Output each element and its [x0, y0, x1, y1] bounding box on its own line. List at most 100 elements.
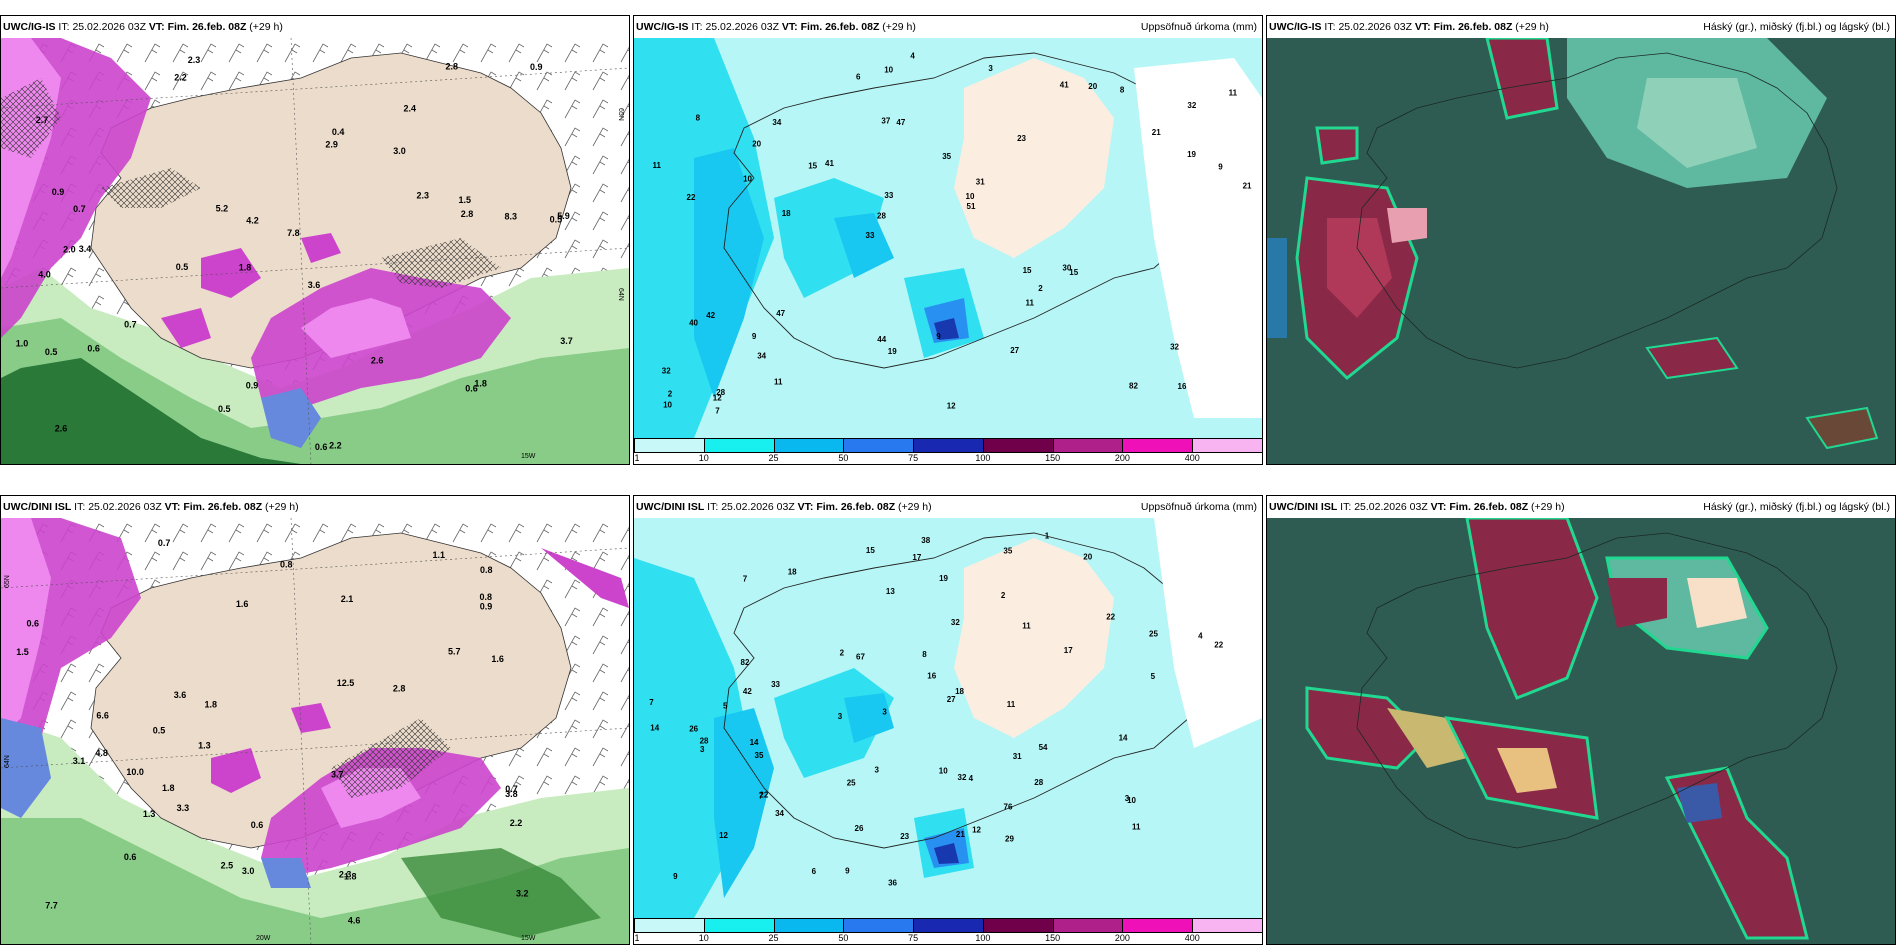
precip-value-label: 31: [976, 178, 985, 187]
precip-value-label: 31: [1013, 752, 1022, 761]
precip-value-label: 12: [719, 831, 728, 840]
colorbar-segment: [1122, 918, 1194, 933]
map-accumulated-precip: 1622323323283735424132344731158102115192…: [634, 38, 1262, 438]
model-name: UWC/IG-IS: [3, 21, 56, 33]
precip-value-label: 18: [788, 567, 797, 576]
panel-title: Uppsöfnuð úrkoma (mm): [1140, 501, 1257, 513]
precip-value-label: 33: [884, 191, 893, 200]
precip-rate-label: 2.9: [325, 139, 338, 149]
precip-value-label: 1: [1045, 532, 1050, 541]
precip-value-label: 47: [896, 118, 905, 127]
precip-value-label: 9: [936, 332, 941, 341]
precip-value-label: 2: [1038, 284, 1043, 293]
precip-value-label: 51: [967, 202, 976, 211]
precip-value-label: 3: [1125, 794, 1130, 803]
precip-value-label: 54: [1039, 743, 1048, 752]
valid-time: Fim. 26.feb. 08Z: [183, 501, 263, 513]
precip-rate-label: 3.6: [308, 280, 321, 290]
precip-value-label: 35: [942, 152, 951, 161]
precip-value-label: 22: [1106, 613, 1115, 622]
precip-value-label: 47: [776, 309, 785, 318]
panel-title: Háský (gr.), miðský (fj.bl.) og lágský (…: [1703, 501, 1890, 513]
precip-value-label: 12: [713, 393, 722, 402]
init-time: 25.02.2026 03Z: [1354, 501, 1428, 513]
precip-value-label: 15: [1069, 268, 1078, 277]
precip-rate-label: 0.6: [251, 820, 264, 830]
init-time: 25.02.2026 03Z: [88, 501, 162, 513]
precip-value-label: 82: [1129, 382, 1138, 391]
precip-value-label: 40: [689, 319, 698, 328]
precip-value-label: 23: [1017, 134, 1026, 143]
precip-value-label: 42: [706, 311, 715, 320]
precip-rate-label: 2.4: [404, 103, 417, 113]
precip-value-label: 16: [927, 671, 936, 680]
precip-value-label: 3: [838, 712, 843, 721]
precip-value-label: 7: [715, 407, 720, 416]
precip-value-label: 32: [1187, 101, 1196, 110]
precip-rate-label: 3.8: [505, 789, 518, 799]
colorbar-segment: [634, 918, 705, 933]
colorbar-tick-label: 150: [1045, 933, 1061, 943]
lon-label: 15W: [521, 935, 536, 942]
precip-rate-label: 3.6: [174, 690, 187, 700]
precip-rate-label: 4.6: [348, 916, 361, 926]
colorbar-segment: [1122, 438, 1194, 453]
precip-value-label: 12: [947, 402, 956, 411]
lat-label: 64N: [4, 755, 11, 768]
colorbar-tick-label: 10: [698, 453, 709, 463]
precip-rate-label: 2.5: [221, 861, 234, 871]
precip-rate-label: 1.8: [344, 871, 357, 881]
precip-rate-label: 0.7: [124, 320, 137, 330]
panel-header: UWC/DINI ISL IT: 25.02.2026 03Z VT: Fim.…: [634, 496, 1262, 518]
precip-rate-label: 0.9: [530, 62, 543, 72]
precip-value-label: 35: [755, 751, 764, 760]
colorbar-tick-label: 100: [975, 933, 991, 943]
precip-value-label: 10: [743, 175, 752, 184]
precip-value-label: 5: [723, 701, 728, 710]
accumulated-precip-panel-igis: UWC/IG-IS IT: 25.02.2026 03Z VT: Fim. 26…: [633, 15, 1263, 465]
precip-value-label: 27: [947, 695, 956, 704]
precip-rate-label: 0.7: [73, 204, 86, 214]
precip-rate-label: 3.7: [331, 769, 344, 779]
colorbar-tick-label: 1: [634, 933, 640, 943]
init-time: 25.02.2026 03Z: [705, 21, 779, 33]
precip-value-label: 34: [757, 351, 766, 360]
precip-rate-label: 1.8: [205, 699, 218, 709]
precip-rate-label: 2.8: [461, 209, 474, 219]
precip-value-label: 3: [988, 64, 993, 73]
colorbar-segment: [773, 918, 845, 933]
precip-rate-label: 0.5: [218, 404, 231, 414]
precip-rate-label: 7.7: [45, 901, 58, 911]
precip-rate-label: 0.6: [87, 344, 100, 354]
precip-rate-label: 2.0: [63, 245, 76, 255]
precip-rate-label: 0.6: [315, 442, 328, 452]
precip-rate-label: 1.8: [239, 262, 252, 272]
precip-rate-label: 2.3: [417, 191, 430, 201]
colorbar-tick-label: 50: [838, 453, 849, 463]
precip-value-label: 67: [856, 653, 865, 662]
precip-value-label: 11: [653, 161, 662, 170]
precip-value-label: 28: [877, 212, 886, 221]
lon-label: 15W: [521, 453, 536, 460]
precip-rate-label: 1.1: [433, 550, 446, 560]
colorbar-segment: [703, 438, 775, 453]
colorbar-tick-label: 25: [768, 453, 779, 463]
precip-colorbar: 1 10 25 50 75 100 150 200 400: [634, 918, 1262, 944]
panel-title: Háský (gr.), miðský (fj.bl.) og lágský (…: [1703, 21, 1890, 33]
colorbar-tick-label: 400: [1184, 453, 1200, 463]
precip-value-label: 18: [955, 687, 964, 696]
precip-value-label: 8: [1120, 85, 1125, 94]
colorbar-segment: [1052, 918, 1124, 933]
precip-rate-label: 10.0: [126, 767, 144, 777]
precip-value-label: 18: [782, 209, 791, 218]
valid-time: Fim. 26.feb. 08Z: [816, 501, 896, 513]
precip-value-label: 9: [1218, 163, 1223, 172]
valid-time: Fim. 26.feb. 08Z: [1433, 21, 1513, 33]
precip-rate-label: 2.2: [174, 72, 187, 82]
precip-value-label: 16: [1178, 382, 1187, 391]
precip-value-label: 23: [900, 832, 909, 841]
precip-value-label: 4: [969, 774, 974, 783]
precip-value-label: 19: [888, 347, 897, 356]
map-accumulated-precip: 1220182232333522251726382827361511779291…: [634, 518, 1262, 918]
precip-rate-label: 1.6: [236, 599, 249, 609]
